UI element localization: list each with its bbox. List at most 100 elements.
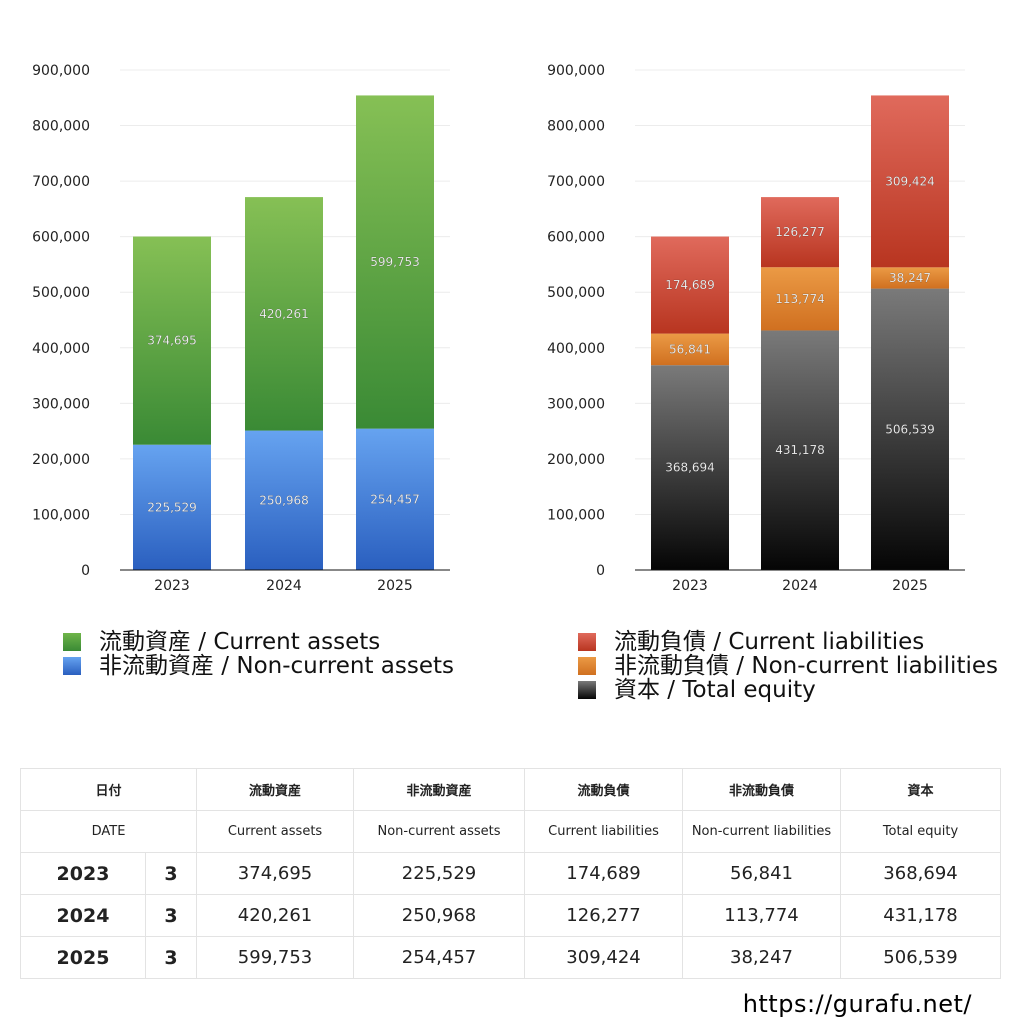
- y-tick-label: 300,000: [32, 396, 90, 412]
- data-label: 431,178: [775, 443, 825, 457]
- header-cell: 流動資産: [196, 768, 355, 811]
- value-cell: 368,694: [840, 852, 1002, 895]
- data-label: 250,968: [259, 493, 309, 507]
- month-cell: 3: [144, 852, 198, 895]
- legend-item-non-current-liabilities: 非流動負債 / Non-current liabilities: [578, 654, 998, 678]
- data-label: 126,277: [775, 225, 825, 239]
- bar-segment: [651, 236, 729, 334]
- header-cell: DATE: [19, 810, 198, 853]
- x-tick-label: 2023: [672, 578, 708, 594]
- legend-item-total-equity: 資本 / Total equity: [578, 678, 998, 702]
- legend-swatch: [578, 657, 596, 675]
- bar-segment: [761, 267, 839, 331]
- bar-segment: [245, 430, 323, 570]
- value-cell: 56,841: [682, 852, 842, 895]
- bar-segment: [761, 330, 839, 570]
- x-tick-label: 2025: [377, 578, 413, 594]
- value-cell: 113,774: [682, 894, 842, 937]
- y-tick-label: 600,000: [547, 230, 605, 246]
- header-cell: Current assets: [196, 810, 355, 853]
- bar-segment: [245, 197, 323, 431]
- x-tick-label: 2025: [892, 578, 928, 594]
- data-label: 174,689: [665, 278, 715, 292]
- value-cell: 599,753: [196, 936, 355, 979]
- y-tick-label: 200,000: [32, 452, 90, 468]
- y-tick-label: 100,000: [32, 507, 90, 523]
- y-tick-label: 200,000: [547, 452, 605, 468]
- value-cell: 126,277: [524, 894, 684, 937]
- y-tick-label: 300,000: [547, 396, 605, 412]
- bar-segment: [871, 267, 949, 289]
- bar-segment: [133, 444, 211, 570]
- data-label: 374,695: [147, 334, 197, 348]
- y-tick-label: 700,000: [547, 174, 605, 190]
- value-cell: 38,247: [682, 936, 842, 979]
- data-label: 599,753: [370, 255, 420, 269]
- x-tick-label: 2023: [154, 578, 190, 594]
- header-cell: 資本: [840, 768, 1002, 811]
- bar-segment: [651, 365, 729, 570]
- data-label: 56,841: [669, 342, 711, 356]
- x-tick-label: 2024: [782, 578, 818, 594]
- y-tick-label: 0: [596, 563, 605, 579]
- value-cell: 374,695: [196, 852, 355, 895]
- legend-label: 流動負債 / Current liabilities: [614, 629, 925, 655]
- value-cell: 309,424: [524, 936, 684, 979]
- value-cell: 431,178: [840, 894, 1002, 937]
- bar-segment: [133, 236, 211, 445]
- data-label: 38,247: [889, 271, 931, 285]
- y-tick-label: 700,000: [32, 174, 90, 190]
- data-table: 日付 流動資産 非流動資産 流動負債 非流動負債 資本 DATE Current…: [19, 768, 1002, 979]
- y-tick-label: 800,000: [32, 119, 90, 135]
- legend-swatch: [63, 657, 81, 675]
- header-cell: 非流動負債: [682, 768, 842, 811]
- header-cell: 非流動資産: [353, 768, 526, 811]
- value-cell: 174,689: [524, 852, 684, 895]
- legend-label: 非流動資産 / Non-current assets: [99, 653, 455, 679]
- year-cell: 2025: [20, 936, 146, 979]
- table-header-en: DATE Current assets Non-current assets C…: [19, 810, 1002, 853]
- x-tick-label: 2024: [266, 578, 302, 594]
- y-tick-label: 900,000: [547, 63, 605, 79]
- data-label: 368,694: [665, 461, 715, 475]
- data-label: 225,529: [147, 500, 197, 514]
- value-cell: 254,457: [353, 936, 526, 979]
- y-tick-label: 500,000: [32, 285, 90, 301]
- bar-segment: [651, 333, 729, 366]
- y-tick-label: 0: [81, 563, 90, 579]
- legend-swatch: [63, 633, 81, 651]
- bar-segment: [871, 95, 949, 268]
- y-tick-label: 400,000: [32, 341, 90, 357]
- header-cell: 流動負債: [524, 768, 684, 811]
- data-label: 506,539: [885, 422, 935, 436]
- value-cell: 225,529: [353, 852, 526, 895]
- y-tick-label: 800,000: [547, 119, 605, 135]
- month-cell: 3: [144, 894, 198, 937]
- table-header-jp: 日付 流動資産 非流動資産 流動負債 非流動負債 資本: [19, 768, 1002, 811]
- y-tick-label: 600,000: [32, 230, 90, 246]
- header-cell: 日付: [19, 768, 198, 811]
- value-cell: 250,968: [353, 894, 526, 937]
- data-label: 113,774: [775, 292, 825, 306]
- legend-label: 非流動負債 / Non-current liabilities: [614, 653, 998, 679]
- bar-segment: [356, 95, 434, 429]
- legend-label: 流動資産 / Current assets: [99, 629, 381, 655]
- charts-canvas: 0 100,000 200,000 300,000 400,000 500,000 600,…: [32, 63, 965, 594]
- table-row: 2024 3 420,261 250,968 126,277 113,774 431,178: [20, 894, 1002, 937]
- legend-swatch: [578, 681, 596, 699]
- legend-right: 流動負債 / Current liabilities 非流動負債 / Non-c…: [578, 630, 998, 702]
- bar-segment: [356, 428, 434, 570]
- footer-url[interactable]: https://gurafu.net/: [742, 990, 972, 1018]
- y-tick-label: 100,000: [547, 507, 605, 523]
- data-label: 309,424: [885, 174, 935, 188]
- y-tick-label: 400,000: [547, 341, 605, 357]
- header-cell: Current liabilities: [524, 810, 684, 853]
- legend-swatch: [578, 633, 596, 651]
- year-cell: 2024: [20, 894, 146, 937]
- year-cell: 2023: [20, 852, 146, 895]
- data-label: 420,261: [259, 307, 309, 321]
- legend-label: 資本 / Total equity: [614, 677, 816, 703]
- data-label: 254,457: [370, 492, 420, 506]
- legend-item-current-liabilities: 流動負債 / Current liabilities: [578, 630, 998, 654]
- legend-item-non-current-assets: 非流動資産 / Non-current assets: [63, 654, 454, 678]
